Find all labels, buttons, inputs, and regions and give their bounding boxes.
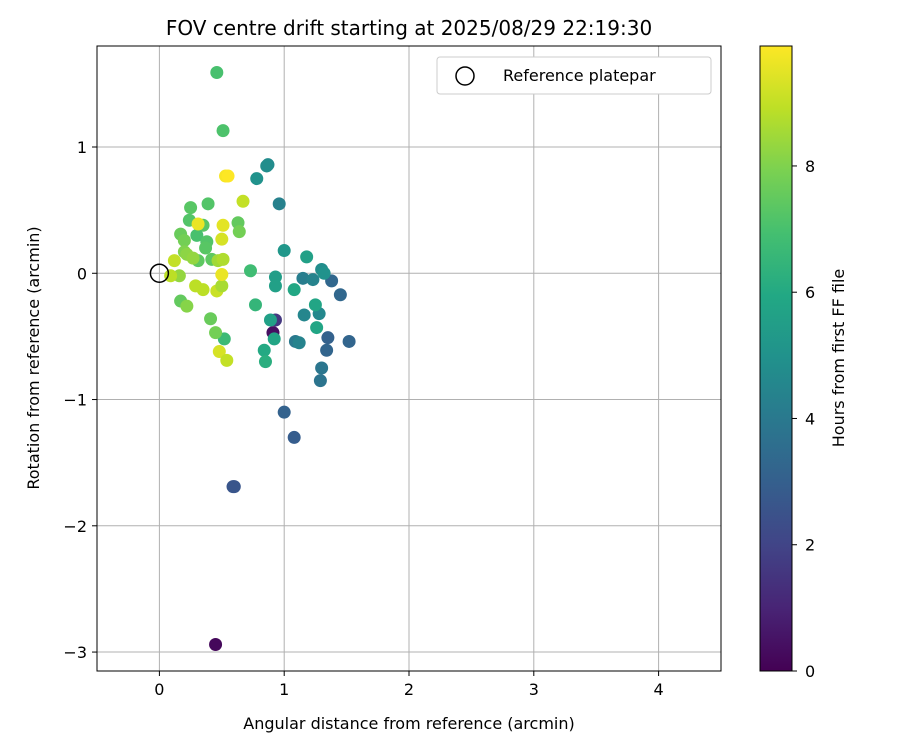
data-point (220, 353, 234, 367)
data-point (258, 355, 272, 369)
data-point (250, 172, 264, 186)
data-point (342, 334, 356, 348)
data-point (315, 361, 329, 375)
data-point (313, 374, 327, 388)
data-point (321, 331, 335, 345)
data-point (236, 194, 250, 208)
data-point (167, 254, 181, 268)
data-point (196, 283, 210, 297)
colorbar-ticks: 0 2 4 6 8 (792, 157, 815, 681)
data-point (277, 405, 291, 419)
data-point (257, 343, 271, 357)
grid-lines (97, 46, 721, 671)
data-point (272, 197, 286, 211)
colorbar-gradient (759, 45, 793, 672)
colorbar-tick-label: 8 (805, 157, 815, 176)
data-point (186, 251, 200, 265)
x-tick-label: 2 (404, 680, 414, 699)
data-point (244, 264, 258, 278)
data-point (210, 66, 224, 80)
data-point (300, 250, 314, 264)
data-point (209, 637, 223, 651)
x-tick-label: 4 (654, 680, 664, 699)
data-point (306, 273, 320, 287)
y-tick-label: −2 (63, 517, 87, 536)
legend-entry-reference-platepar: Reference platepar (503, 66, 656, 85)
data-point (215, 268, 229, 282)
x-tick-label: 3 (529, 680, 539, 699)
y-tick-label: −3 (63, 643, 87, 662)
data-point (190, 228, 204, 242)
data-point (184, 201, 198, 215)
data-point (296, 271, 310, 285)
data-point (310, 321, 324, 335)
x-tick-label: 1 (279, 680, 289, 699)
data-point (209, 326, 223, 340)
data-point (191, 217, 205, 231)
data-point (277, 244, 291, 258)
data-point (287, 283, 301, 297)
legend-marker-icon (455, 66, 475, 86)
data-point (221, 169, 235, 183)
data-point (333, 288, 347, 302)
y-axis-label: Rotation from reference (arcmin) (24, 226, 43, 489)
data-point (204, 312, 218, 326)
data-point (287, 430, 301, 444)
legend: Reference platepar (436, 56, 712, 95)
colorbar: 0 2 4 6 8 Hours from first FF file (759, 45, 848, 681)
legend-box (436, 56, 712, 95)
data-point (216, 218, 230, 232)
data-point (201, 197, 215, 211)
x-axis-ticks: 0 1 2 3 4 (154, 671, 664, 699)
colorbar-tick-label: 2 (805, 536, 815, 555)
colorbar-tick-label: 6 (805, 283, 815, 302)
colorbar-label: Hours from first FF file (829, 269, 848, 448)
x-tick-label: 0 (154, 680, 164, 699)
data-point (216, 252, 230, 266)
data-point (177, 233, 191, 247)
colorbar-tick-label: 4 (805, 409, 815, 428)
data-point (268, 279, 282, 293)
y-tick-label: 0 (77, 264, 87, 283)
data-point (212, 345, 226, 359)
data-point (215, 279, 229, 293)
data-points (164, 66, 356, 651)
data-point (248, 298, 262, 312)
y-axis-ticks: −3 −2 −1 0 1 (63, 138, 97, 662)
colorbar-tick-label: 0 (805, 662, 815, 681)
data-point (320, 343, 334, 357)
reference-platepar-marker (149, 263, 170, 284)
data-point (267, 332, 281, 346)
y-tick-label: −1 (63, 391, 87, 410)
data-point (260, 159, 274, 173)
y-tick-label: 1 (77, 138, 87, 157)
chart-title: FOV centre drift starting at 2025/08/29 … (166, 16, 652, 40)
data-point (292, 336, 306, 350)
data-point (232, 225, 246, 239)
data-point (164, 269, 178, 283)
data-point (317, 266, 331, 280)
data-point (308, 298, 322, 312)
x-axis-label: Angular distance from reference (arcmin) (243, 714, 574, 733)
data-point (226, 480, 240, 494)
data-point (199, 241, 213, 255)
data-point (180, 299, 194, 313)
data-point (263, 313, 277, 327)
data-point (216, 124, 230, 138)
data-point (297, 308, 311, 322)
data-point (215, 232, 229, 246)
